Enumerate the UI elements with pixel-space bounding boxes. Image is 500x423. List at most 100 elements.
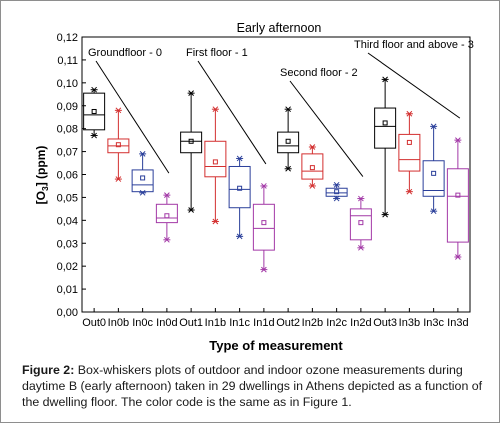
- box-in1d: [252, 183, 275, 273]
- extreme-marker: [309, 183, 316, 189]
- extreme-marker: [333, 181, 340, 188]
- x-tick-label: Out2: [276, 317, 300, 329]
- extreme-marker: [285, 106, 291, 113]
- x-tick-label: In0c: [132, 317, 153, 329]
- x-tick-label: Out3: [373, 317, 397, 329]
- box-iqr: [131, 169, 154, 193]
- box-in3b: [398, 110, 421, 195]
- x-tick-label: In1b: [205, 317, 226, 329]
- box-iqr: [228, 165, 251, 209]
- caption-label: Figure 2:: [22, 363, 75, 377]
- annotation-label: Third floor and above - 3: [354, 39, 474, 51]
- box-out0: [83, 86, 106, 139]
- box-iqr: [325, 187, 348, 197]
- annotation-pointer-line: [95, 60, 170, 174]
- extreme-marker: [261, 266, 267, 273]
- y-tick-label: 0,06: [57, 170, 78, 182]
- box-in3d: [446, 137, 469, 260]
- mean-marker: [382, 120, 388, 126]
- extreme-marker: [406, 110, 413, 117]
- x-tick-label: Out1: [179, 317, 203, 329]
- y-axis-label-main: [O: [34, 191, 48, 204]
- box-in2c: [325, 181, 348, 202]
- y-axis-label: [O3] (ppm): [34, 146, 50, 205]
- mean-marker: [164, 213, 170, 219]
- annotation-label: Second floor - 2: [280, 67, 358, 79]
- extreme-marker: [164, 236, 170, 243]
- x-tick-label: Out0: [82, 317, 106, 329]
- extreme-marker: [212, 106, 219, 113]
- annotation-pointer-line: [197, 60, 267, 165]
- extreme-marker: [333, 195, 340, 202]
- chart-title: Early afternoon: [237, 21, 322, 35]
- y-tick-label: 0,10: [57, 78, 78, 90]
- caption-text: Box-whiskers plots of outdoor and indoor…: [22, 363, 483, 409]
- y-tick-label: 0,04: [57, 215, 78, 227]
- y-tick-label: 0,12: [57, 32, 78, 44]
- extreme-marker: [115, 107, 122, 114]
- x-tick-label: In2b: [302, 317, 323, 329]
- y-tick-label: 0,11: [57, 55, 78, 67]
- annotation-label: First floor - 1: [186, 47, 248, 59]
- mean-marker: [91, 108, 97, 114]
- y-axis-label-rest: ] (ppm): [34, 146, 48, 187]
- x-tick-label: In1c: [229, 317, 250, 329]
- mean-marker: [285, 138, 291, 144]
- mean-marker: [455, 192, 461, 198]
- mean-marker: [334, 189, 340, 195]
- x-axis: Out0 In0b In0c In0d Out1 In1b In1c In1d Out2 In2b…: [82, 308, 469, 329]
- y-tick-label: 0,07: [57, 147, 78, 159]
- floor-annotations: Groundfloor - 0 First floor - 1 Second flo…: [88, 39, 474, 177]
- annotation-label: Groundfloor - 0: [88, 47, 162, 59]
- extreme-marker: [236, 155, 243, 162]
- extreme-marker: [91, 86, 97, 93]
- plot-area-frame: [81, 36, 471, 313]
- extreme-marker: [139, 151, 146, 157]
- y-tick-label: 0,00: [57, 307, 78, 319]
- y-tick-label: 0,02: [57, 261, 78, 273]
- box-iqr: [180, 131, 203, 154]
- box-iqr: [277, 131, 300, 154]
- y-axis: 0,00 0,01 0,02 0,03 0,04 0,05 0,06 0,07 0,08 0,09…: [57, 32, 86, 319]
- box-out2: [277, 106, 300, 172]
- box-out3: [374, 76, 397, 218]
- extreme-marker: [188, 90, 194, 96]
- y-tick-label: 0,09: [57, 101, 78, 113]
- extreme-marker: [91, 132, 97, 139]
- box-series: [83, 76, 469, 273]
- y-tick-label: 0,03: [57, 238, 78, 250]
- y-tick-label: 0,08: [57, 124, 78, 136]
- box-iqr: [83, 92, 106, 131]
- x-tick-label: In1d: [253, 317, 274, 329]
- mean-marker: [188, 138, 194, 144]
- mean-marker: [140, 175, 146, 181]
- mean-marker: [358, 220, 364, 226]
- mean-marker: [212, 159, 218, 165]
- x-tick-label: In2c: [326, 317, 347, 329]
- extreme-marker: [139, 189, 146, 196]
- box-in1b: [204, 106, 227, 225]
- extreme-marker: [358, 244, 364, 251]
- x-tick-label: In0b: [108, 317, 129, 329]
- box-in3c: [422, 123, 445, 215]
- y-axis-label-sub: 3: [40, 186, 50, 191]
- y-tick-label: 0,05: [57, 192, 78, 204]
- extreme-marker: [115, 176, 122, 182]
- extreme-marker: [309, 144, 316, 150]
- box-plot-chart: Early afternoon 0,00 0,01 0,02 0,03 0,04 0,05…: [34, 21, 474, 353]
- x-tick-label: In2d: [350, 317, 371, 329]
- extreme-marker: [455, 254, 461, 260]
- extreme-marker: [212, 218, 219, 225]
- x-tick-label: In3c: [423, 317, 444, 329]
- extreme-marker: [358, 195, 364, 202]
- box-iqr: [398, 133, 421, 172]
- mean-marker: [115, 142, 121, 148]
- figure-caption: Figure 2: Box-whiskers plots of outdoor …: [22, 362, 488, 410]
- x-tick-label: In3b: [399, 317, 420, 329]
- x-tick-label: In3d: [447, 317, 468, 329]
- mean-marker: [406, 139, 412, 145]
- box-iqr: [446, 168, 469, 243]
- box-in0d: [155, 192, 178, 243]
- annotation-pointer-line: [289, 80, 364, 177]
